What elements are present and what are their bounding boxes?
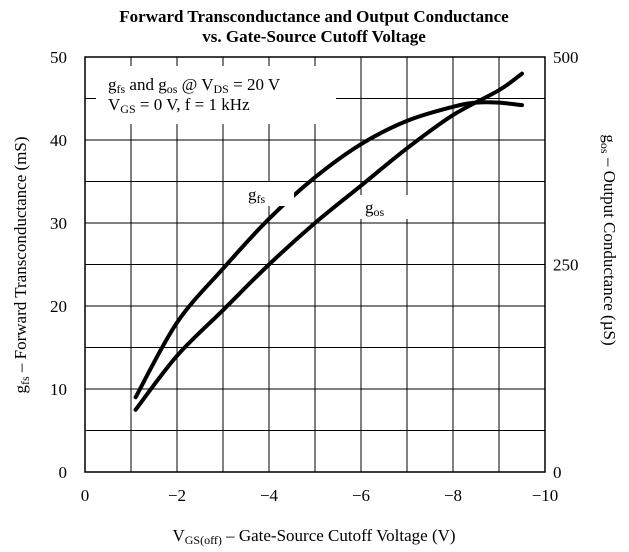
annotation-part: fs [117,82,126,96]
plot-frame [84,56,546,473]
x-tick-label: −2 [168,486,186,505]
series-label-bg [236,182,294,206]
chart-title: vs. Gate-Source Cutoff Voltage [202,27,426,46]
y-tick-label: 30 [50,214,67,233]
y2-tick-label: 0 [553,463,562,482]
series-label: gfs [248,185,265,206]
y2-axis-label-part: – Output Conductance (µS) [600,154,619,346]
y-tick-label: 10 [50,380,67,399]
series-label-part: g [365,198,374,217]
x-axis-label-part: V [172,526,185,545]
series-label-part: os [374,205,385,219]
x-tick-label: −8 [444,486,462,505]
y-axis-label-part: fs [18,376,32,385]
series-label-part: g [248,185,257,204]
x-tick-label: −6 [352,486,370,505]
annotation: VGS = 0 V, f = 1 kHz [108,95,250,116]
series-label-part: fs [257,192,266,206]
y-axis-label-part: – Forward Transconductance (mS) [11,136,30,376]
y-tick-label: 40 [50,131,67,150]
y-tick-label: 0 [59,463,68,482]
y-tick-label: 20 [50,297,67,316]
x-tick-label: 0 [81,486,90,505]
y-axis-label-part: g [11,385,30,394]
annotation-part: os [167,82,178,96]
x-axis-label: VGS(off) – Gate-Source Cutoff Voltage (V… [172,526,455,547]
annotation-part: GS [120,102,135,116]
annotation-part: and g [125,75,167,94]
chart-title: Forward Transconductance and Output Cond… [119,7,509,26]
x-axis-label-part: GS(off) [185,533,222,547]
annotation-box [96,66,336,124]
x-axis-label-part: – Gate-Source Cutoff Voltage (V) [222,526,456,545]
line [133,100,524,400]
annotation-part: = 20 V [229,75,281,94]
annotation-part: g [108,75,117,94]
y2-axis-label: gos – Output Conductance (µS) [598,134,619,345]
y2-axis-label-part: g [600,134,619,143]
line [133,71,524,412]
annotation-part: V [108,95,121,114]
x-tick-label: −4 [260,486,279,505]
y2-tick-label: 500 [553,48,579,67]
annotation-part: = 0 V, f = 1 kHz [136,95,250,114]
y-tick-label: 50 [50,48,67,67]
series-label-bg [353,195,411,219]
y2-tick-label: 250 [553,256,579,275]
series-label: gos [365,198,385,219]
x-tick-label: −10 [532,486,559,505]
y2-axis-label-part: os [598,143,612,154]
y-axis-label: gfs – Forward Transconductance (mS) [11,136,32,393]
annotation: gfs and gos @ VDS = 20 V [108,75,281,96]
annotation-part: DS [214,82,229,96]
annotation-part: @ V [177,75,214,94]
